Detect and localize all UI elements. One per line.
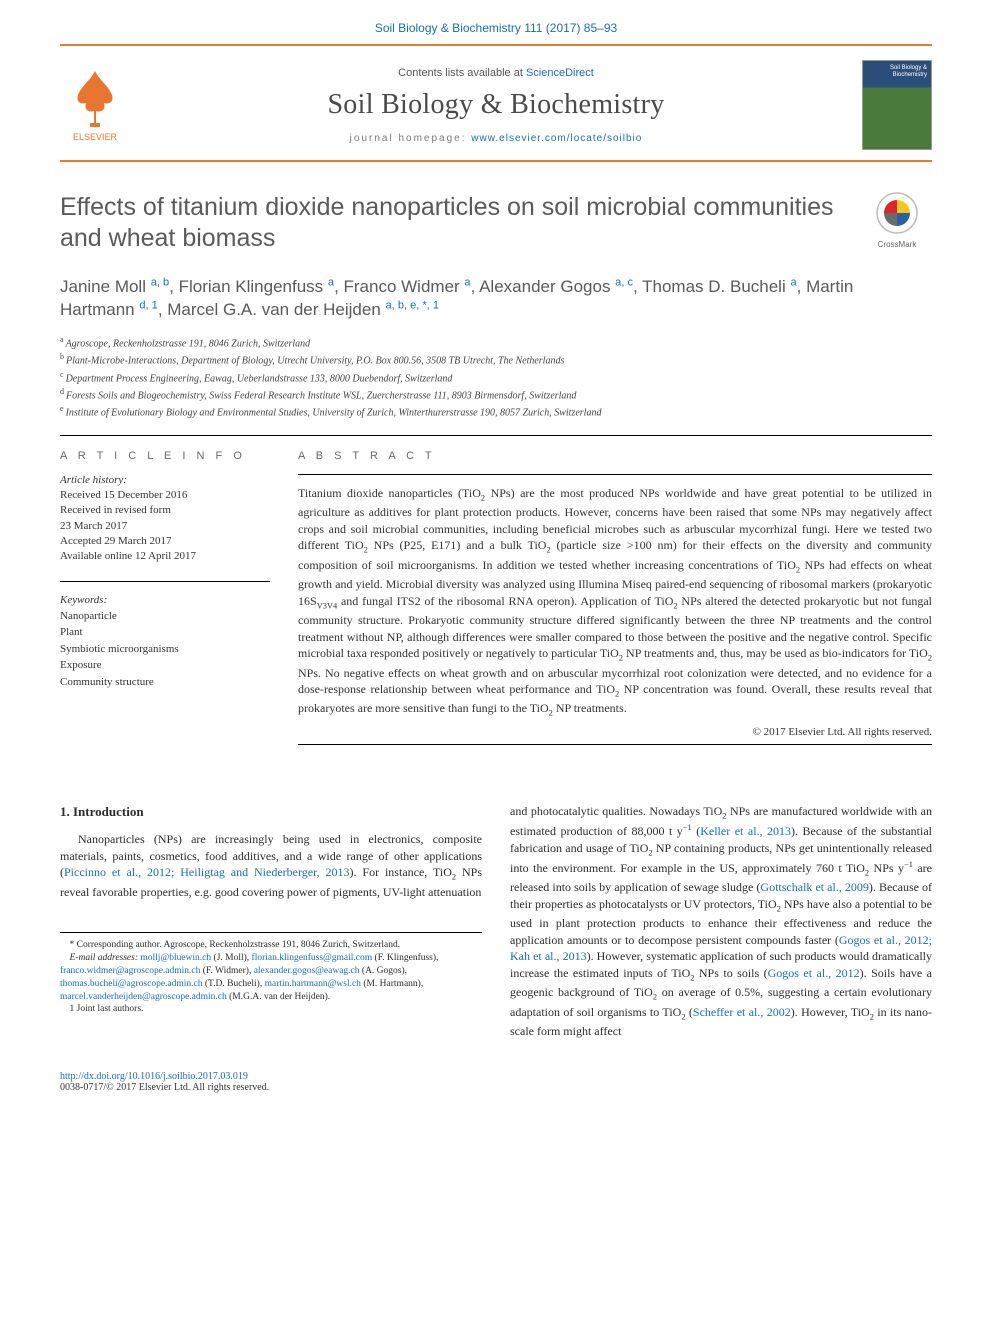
article-info-heading: A R T I C L E I N F O [60, 450, 270, 462]
keyword: Exposure [60, 657, 270, 674]
article-title: Effects of titanium dioxide nanoparticle… [60, 192, 840, 255]
email-label: E-mail addresses: [70, 953, 139, 963]
contents-prefix: Contents lists available at [398, 67, 526, 79]
history-line: 23 March 2017 [60, 519, 270, 534]
body-col-left: 1. Introduction Nanoparticles (NPs) are … [60, 803, 482, 1040]
citation-row: Soil Biology & Biochemistry 111 (2017) 8… [0, 0, 992, 44]
article-history-label: Article history: [60, 474, 270, 486]
affiliation-row: cDepartment Process Engineering, Eawag, … [60, 369, 932, 386]
elsevier-logo[interactable]: ELSEVIER [60, 63, 130, 147]
contents-line: Contents lists available at ScienceDirec… [130, 67, 862, 79]
abstract-copyright: © 2017 Elsevier Ltd. All rights reserved… [298, 726, 932, 738]
info-divider [60, 581, 270, 582]
homepage-link[interactable]: www.elsevier.com/locate/soilbio [471, 133, 642, 144]
homepage-line: journal homepage: www.elsevier.com/locat… [130, 133, 862, 144]
joint-authors-footnote: 1 Joint last authors. [60, 1003, 482, 1016]
authors: Janine Moll a, b, Florian Klingenfuss a,… [0, 267, 992, 335]
affiliation-row: bPlant-Microbe-Interactions, Department … [60, 351, 932, 368]
affiliations: aAgroscope, Reckenholzstrasse 191, 8046 … [0, 334, 992, 435]
abstract-bottom-rule [298, 744, 932, 745]
keywords-block: Keywords: NanoparticlePlantSymbiotic mic… [60, 594, 270, 691]
journal-name: Soil Biology & Biochemistry [130, 89, 862, 121]
title-block: Effects of titanium dioxide nanoparticle… [0, 162, 992, 267]
keyword: Symbiotic microorganisms [60, 641, 270, 658]
issn-copyright: 0038-0717/© 2017 Elsevier Ltd. All right… [60, 1082, 932, 1093]
article-history-block: Article history: Received 15 December 20… [60, 474, 270, 565]
intro-para-left: Nanoparticles (NPs) are increasingly bei… [60, 831, 482, 901]
affiliation-row: dForests Soils and Biogeochemistry, Swis… [60, 386, 932, 403]
keyword: Nanoparticle [60, 608, 270, 625]
affiliation-row: aAgroscope, Reckenholzstrasse 191, 8046 … [60, 334, 932, 351]
article-info-col: A R T I C L E I N F O Article history: R… [60, 450, 270, 745]
sciencedirect-link[interactable]: ScienceDirect [526, 67, 594, 79]
body-columns: 1. Introduction Nanoparticles (NPs) are … [0, 763, 992, 1060]
masthead: ELSEVIER Contents lists available at Sci… [0, 46, 992, 160]
history-line: Received 15 December 2016 [60, 488, 270, 503]
crossmark-icon [876, 192, 918, 234]
abstract-heading: A B S T R A C T [298, 450, 932, 462]
journal-cover-thumbnail[interactable]: Soil Biology & Biochemistry [862, 60, 932, 150]
keyword: Community structure [60, 674, 270, 691]
crossmark-label: CrossMark [862, 240, 932, 249]
keyword: Plant [60, 624, 270, 641]
abstract-col: A B S T R A C T Titanium dioxide nanopar… [298, 450, 932, 745]
intro-para-right: and photocatalytic qualities. Nowadays T… [510, 803, 932, 1040]
history-line: Accepted 29 March 2017 [60, 534, 270, 549]
crossmark-badge[interactable]: CrossMark [862, 192, 932, 249]
doi-link[interactable]: http://dx.doi.org/10.1016/j.soilbio.2017… [60, 1071, 248, 1082]
abstract-body: Titanium dioxide nanoparticles (TiO2 NPs… [298, 485, 932, 720]
affiliation-row: eInstitute of Evolutionary Biology and E… [60, 403, 932, 420]
corresponding-author-footnote: * Corresponding author. Agroscope, Recke… [60, 939, 482, 952]
email-footnote: E-mail addresses: mollj@bluewin.ch (J. M… [60, 952, 482, 1003]
masthead-center: Contents lists available at ScienceDirec… [130, 67, 862, 144]
history-line: Received in revised form [60, 503, 270, 518]
section-heading: 1. Introduction [60, 803, 482, 821]
body-col-right: and photocatalytic qualities. Nowadays T… [510, 803, 932, 1040]
keywords-label: Keywords: [60, 594, 270, 606]
abstract-top-rule [298, 474, 932, 475]
footnotes: * Corresponding author. Agroscope, Recke… [60, 932, 482, 1016]
page-footer: http://dx.doi.org/10.1016/j.soilbio.2017… [0, 1059, 992, 1113]
info-abstract-row: A R T I C L E I N F O Article history: R… [0, 436, 992, 763]
cover-thumb-label: Soil Biology & Biochemistry [863, 65, 927, 78]
homepage-prefix: journal homepage: [350, 133, 472, 144]
elsevier-wordmark: ELSEVIER [73, 132, 118, 142]
citation-text[interactable]: Soil Biology & Biochemistry 111 (2017) 8… [375, 21, 617, 35]
history-line: Available online 12 April 2017 [60, 549, 270, 564]
